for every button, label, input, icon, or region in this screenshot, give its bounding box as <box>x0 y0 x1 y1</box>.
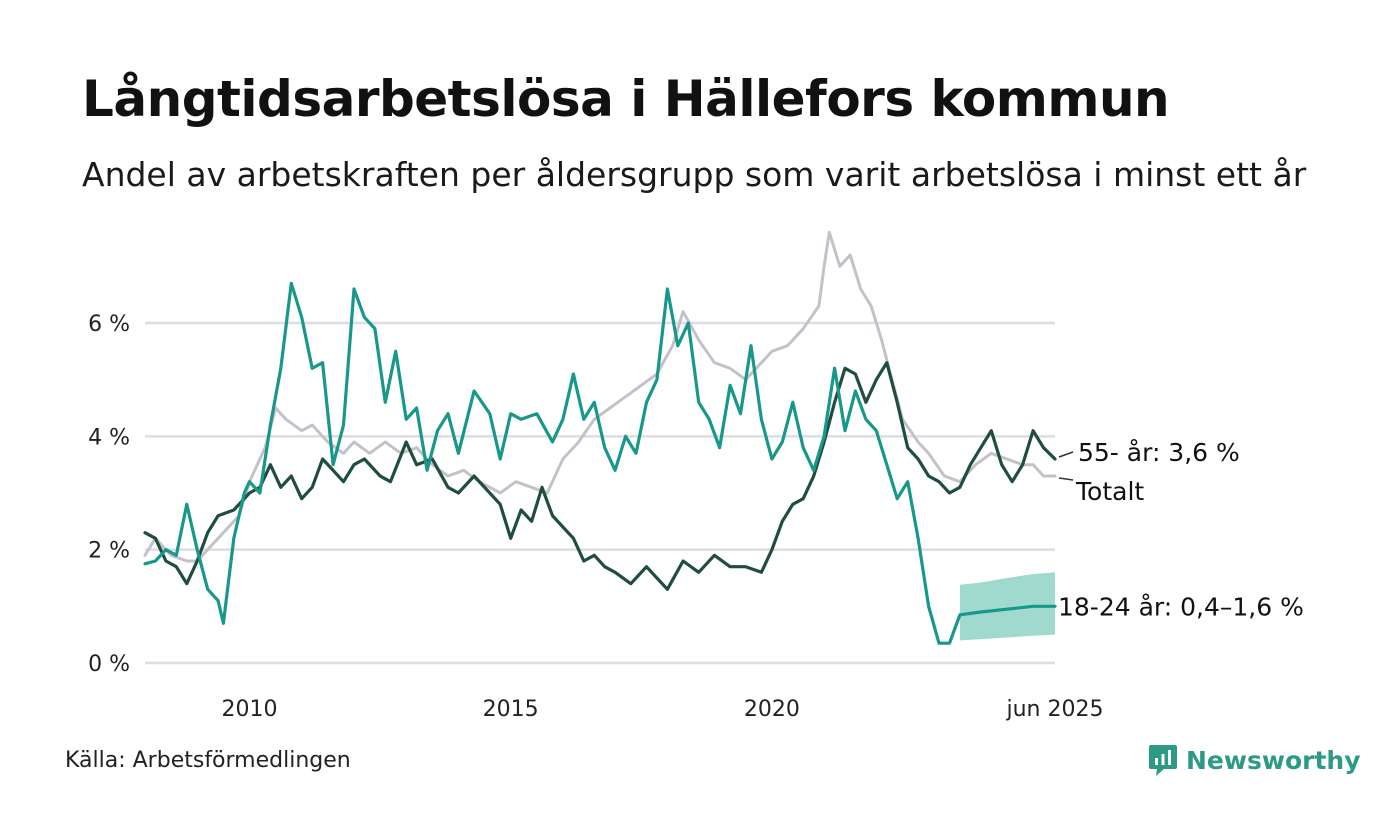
label-55: 55- år: 3,6 % <box>1078 438 1240 467</box>
y-tick-label: 4 % <box>88 425 130 450</box>
series-line-age55 <box>143 361 1057 591</box>
series-lines <box>143 230 1057 645</box>
leader-line-totalt <box>1058 477 1074 481</box>
chart-subtitle: Andel av arbetskraften per åldersgrupp s… <box>82 155 1307 194</box>
brand-name: Newsworthy <box>1186 745 1361 775</box>
y-tick-label: 0 % <box>88 652 130 677</box>
leader-line-55 <box>1058 451 1074 458</box>
source-note: Källa: Arbetsförmedlingen <box>65 748 351 773</box>
x-tick-label: jun 2025 <box>1006 697 1104 722</box>
series-line-age18_24 <box>143 281 1057 645</box>
x-tick-label: 2015 <box>483 697 539 722</box>
x-axis-ticks: 2010 2015 2020 jun 2025 <box>221 697 1103 722</box>
newsworthy-logo-icon <box>1149 745 1177 776</box>
x-tick-label: 2010 <box>221 697 277 722</box>
series-line-totalt <box>143 230 1057 563</box>
uncertainty-band-layer <box>959 572 1055 641</box>
label-totalt: Totalt <box>1075 477 1144 506</box>
x-tick-label: 2020 <box>744 697 800 722</box>
y-tick-label: 2 % <box>88 539 130 564</box>
chart-title: Långtidsarbetslösa i Hällefors kommun <box>82 70 1170 128</box>
series-end-labels: 55- år: 3,6 % Totalt 18-24 år: 0,4–1,6 % <box>1058 438 1304 621</box>
y-tick-label: 6 % <box>88 312 130 337</box>
uncertainty-band-18-24 <box>959 572 1055 641</box>
gridlines <box>145 321 1055 665</box>
brand-logo: Newsworthy <box>1148 743 1361 777</box>
y-axis-ticks: 0 % 2 % 4 % 6 % <box>88 312 130 677</box>
label-18-24: 18-24 år: 0,4–1,6 % <box>1058 592 1304 621</box>
